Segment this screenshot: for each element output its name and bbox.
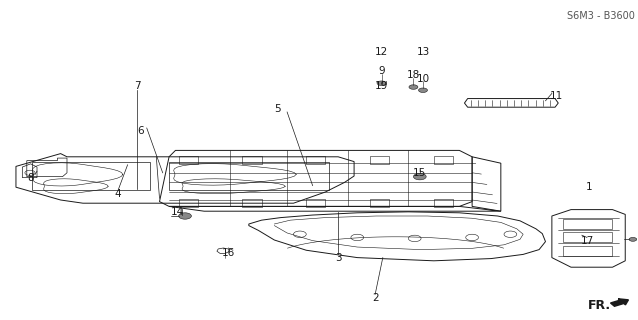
Circle shape (629, 237, 637, 241)
Text: 1: 1 (586, 182, 592, 192)
Text: 16: 16 (222, 248, 235, 259)
Text: 12: 12 (375, 47, 388, 57)
Text: 7: 7 (134, 81, 140, 92)
Circle shape (413, 173, 426, 180)
Bar (563, 232, 612, 242)
Text: 11: 11 (550, 91, 563, 101)
Text: 14: 14 (171, 207, 184, 217)
Text: 19: 19 (375, 81, 388, 92)
Bar (306, 156, 325, 164)
Text: 17: 17 (581, 236, 593, 246)
Circle shape (377, 81, 386, 85)
Bar (434, 156, 453, 164)
Circle shape (179, 213, 191, 219)
Text: 9: 9 (378, 66, 385, 76)
Bar (242, 156, 262, 164)
Bar (242, 199, 262, 207)
Text: S6M3 - B3600: S6M3 - B3600 (567, 11, 635, 21)
Text: 2: 2 (372, 292, 378, 303)
Text: FR.: FR. (588, 299, 611, 312)
Bar (179, 156, 198, 164)
Text: 15: 15 (413, 168, 426, 179)
Text: 8: 8 (27, 172, 34, 183)
Circle shape (419, 88, 427, 92)
Text: 3: 3 (335, 252, 341, 263)
Text: 4: 4 (115, 188, 121, 199)
Text: 13: 13 (417, 47, 429, 57)
Bar (370, 199, 389, 207)
Text: 10: 10 (417, 74, 429, 84)
Bar (370, 156, 389, 164)
Bar (563, 219, 612, 229)
Text: 6: 6 (137, 126, 144, 136)
Text: 5: 5 (274, 104, 281, 114)
Circle shape (409, 85, 418, 89)
Bar (179, 199, 198, 207)
Bar (563, 246, 612, 256)
Bar (434, 199, 453, 207)
FancyArrow shape (611, 299, 628, 306)
Text: 18: 18 (407, 70, 420, 80)
Bar (306, 199, 325, 207)
